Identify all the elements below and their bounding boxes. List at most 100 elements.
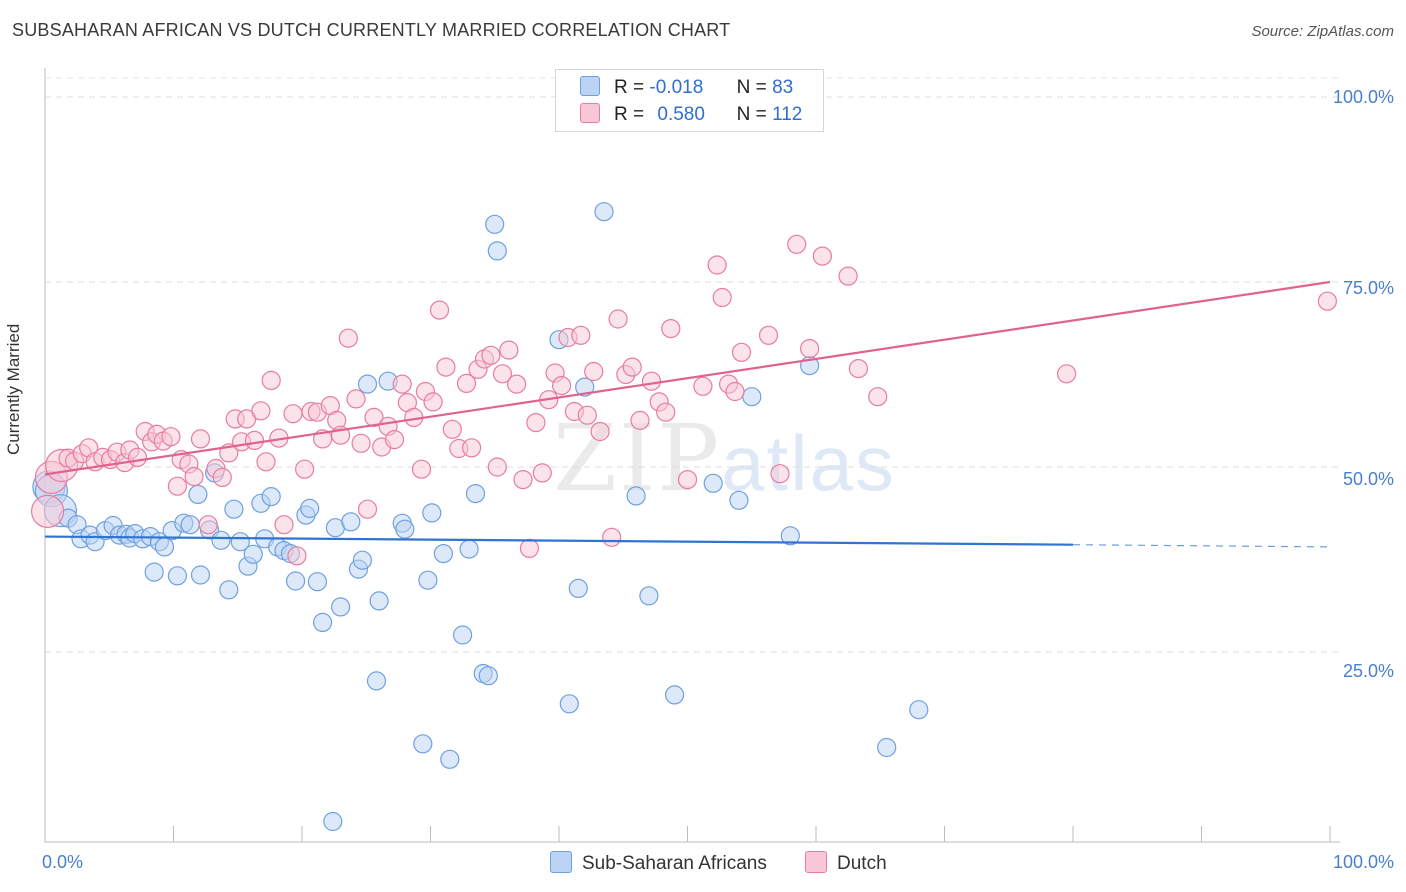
sub-saharan-point-76	[703, 473, 723, 493]
dutch-point-95	[677, 470, 698, 490]
sub-saharan-point-39	[286, 571, 306, 591]
dutch-point-31	[244, 430, 265, 450]
dutch-point-82	[571, 325, 591, 345]
sub-saharan-point-28	[219, 580, 239, 600]
chart-title: SUBSAHARAN AFRICAN VS DUTCH CURRENTLY MA…	[12, 20, 731, 40]
dutch-point-97	[707, 255, 727, 275]
dutch-point-57	[411, 459, 432, 479]
dutch-point-65	[462, 438, 482, 458]
dutch-point-90	[630, 410, 650, 430]
legend-row-dutch: R = 0.580 N = 112	[580, 103, 802, 127]
dutch-point-48	[351, 433, 371, 453]
dutch-point-54	[392, 374, 412, 394]
dutch-point-94	[661, 319, 681, 339]
sub-saharan-point-66	[485, 214, 505, 234]
dutch-point-32	[251, 401, 271, 421]
y-tick-50: 50.0%	[1342, 469, 1394, 489]
dutch-point-46	[338, 328, 358, 348]
dutch-point-93	[656, 402, 676, 422]
dutch-point-101	[731, 342, 752, 362]
dutch-point-105	[799, 339, 820, 359]
sub-saharan-point-62	[459, 539, 479, 559]
bottom-legend-dutch[interactable]: Dutch	[805, 851, 887, 875]
dutch-point-84	[584, 361, 604, 382]
sub-saharan-point-51	[366, 671, 387, 691]
dutch-point-98	[712, 287, 732, 308]
sub-saharan-point-20	[167, 566, 187, 586]
source-label: Source: ZipAtlas.com	[1251, 23, 1394, 40]
sub-saharan-point-22	[180, 515, 200, 535]
dutch-point-22	[184, 467, 204, 487]
dutch-point-37	[283, 404, 303, 424]
legend-r-value-dutch: 0.580	[657, 104, 705, 125]
dutch-point-89	[622, 357, 642, 377]
y-tick-100: 100.0%	[1332, 87, 1394, 107]
x-min-label: 0.0%	[42, 852, 84, 872]
dutch-point-24	[198, 515, 218, 535]
legend-r-value-sub-saharan: -0.018	[649, 77, 704, 98]
dutch-point-60	[429, 300, 450, 320]
dutch-point-13	[127, 447, 148, 467]
legend-row-sub-saharan: R = -0.018 N = 83	[580, 76, 793, 100]
dutch-point-110	[1056, 364, 1077, 384]
dutch-point-96	[693, 376, 713, 396]
dutch-point-76	[532, 463, 552, 483]
dutch-point-62	[442, 419, 462, 439]
sub-saharan-point-81	[877, 737, 897, 758]
sub-saharan-point-23	[188, 484, 208, 504]
dutch-point-83	[577, 405, 597, 425]
sub-saharan-point-74	[639, 586, 659, 606]
sub-saharan-point-75	[664, 685, 685, 705]
dutch-point-86	[602, 527, 622, 547]
sub-saharan-point-18	[154, 537, 175, 557]
dutch-point-73	[513, 470, 533, 490]
sub-saharan-point-67	[487, 241, 507, 261]
sub-saharan-point-72	[594, 202, 614, 222]
sub-saharan-point-27	[211, 530, 231, 550]
legend-n-value-dutch: 112	[772, 104, 803, 125]
dutch-trend-line	[44, 280, 1331, 476]
dutch-point-50	[364, 407, 384, 427]
sub-saharan-point-78	[742, 387, 762, 407]
sub-saharan-point-29	[224, 499, 244, 519]
sub-saharan-point-63	[465, 484, 486, 504]
y-tick-75: 75.0%	[1342, 278, 1394, 298]
sub-saharan-point-32	[243, 544, 263, 564]
bottom-legend-sub-saharan[interactable]: Sub-Saharan Africans	[550, 851, 767, 875]
bottom-legend-label-dutch: Dutch	[837, 853, 887, 874]
dutch-point-49	[357, 499, 378, 519]
legend-swatch-dutch	[580, 103, 600, 123]
dutch-point-106	[812, 246, 833, 266]
legend-r-label: R =	[614, 77, 645, 98]
y-axis-label: Currently Married	[4, 323, 23, 455]
dutch-point-85	[590, 421, 610, 442]
dutch-point-100	[725, 381, 745, 402]
dutch-point-111	[1317, 291, 1338, 311]
dutch-point-19	[167, 476, 187, 496]
dutch-point-26	[212, 467, 232, 487]
dutch-point-59	[423, 392, 443, 412]
legend-n-label-2: N =	[736, 104, 767, 125]
sub-saharan-point-77	[729, 490, 749, 510]
dutch-point-23	[190, 429, 211, 449]
dutch-point-39	[295, 459, 315, 479]
watermark-atlas: atlas	[721, 419, 896, 507]
dutch-point-68	[481, 345, 501, 365]
dutch-point-102	[758, 325, 779, 345]
legend-n-value-sub-saharan: 83	[772, 77, 794, 98]
sub-saharan-point-49	[352, 550, 372, 570]
dutch-point-30	[237, 409, 257, 429]
x-max-label: 100.0%	[1332, 852, 1394, 872]
sub-saharan-point-56	[413, 734, 433, 754]
dutch-point-108	[848, 359, 869, 379]
dutch-point-53	[384, 430, 405, 450]
dutch-point-87	[608, 309, 628, 329]
dutch-point-47	[346, 389, 366, 409]
sub-saharan-trend-extension	[1072, 544, 1331, 548]
sub-saharan-point-70	[568, 578, 588, 599]
dutch-point-103	[770, 464, 790, 484]
dutch-point-69	[487, 457, 507, 477]
sub-saharan-point-44	[323, 811, 343, 832]
dutch-point-104	[787, 234, 807, 254]
